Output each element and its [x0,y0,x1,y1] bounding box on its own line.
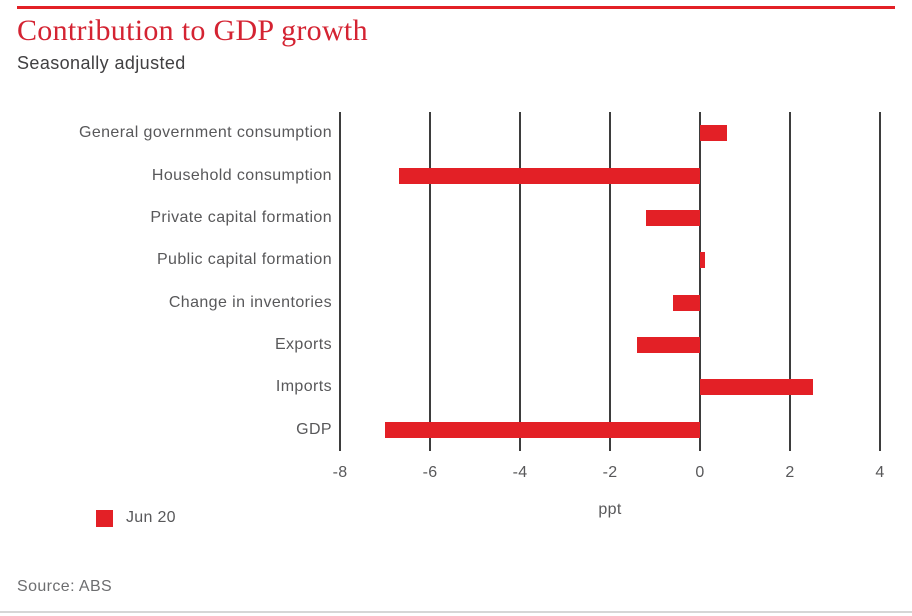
gridline-2 [789,112,791,451]
bar-imports [700,379,813,396]
x-axis-tick--4: -4 [512,464,528,481]
x-axis-tick--2: -2 [602,464,618,481]
x-axis-tick--8: -8 [332,464,348,481]
category-label: Public capital formation [156,251,332,269]
bar-public-capital-formation [700,252,705,269]
category-label: Imports [275,378,332,396]
bar-change-in-inventories [673,294,700,311]
bar-gdp [385,421,700,438]
category-label: Change in inventories [168,293,332,311]
chart-title: Contribution to GDP growth [17,14,368,47]
x-axis-tick-2: 2 [785,464,795,481]
bar-private-capital-formation [646,209,700,226]
legend-color-swatch [96,509,113,527]
x-axis-tick-4: 4 [875,464,885,481]
bar-exports [637,337,700,354]
category-label: Private capital formation [150,208,332,226]
category-label: Household consumption [151,166,332,184]
bar-household-consumption [398,167,700,184]
top-accent-rule [17,6,895,9]
gridline--6 [429,112,431,451]
category-label: General government consumption [78,124,332,142]
gridline-0 [699,112,701,451]
source-note: Source: ABS [17,578,113,595]
chart-subtitle: Seasonally adjusted [17,53,186,73]
gridline--2 [609,112,611,451]
legend-series-label: Jun 20 [126,509,176,526]
x-axis-tick-0: 0 [695,464,705,481]
category-label: GDP [296,420,332,438]
bottom-divider-rule [0,611,912,613]
x-axis-tick--6: -6 [422,464,438,481]
gridline-4 [879,112,881,451]
bar-general-government-consumption [700,125,727,142]
x-axis-title: ppt [598,501,622,518]
chart-legend: Jun 20 [96,509,176,527]
category-label: Exports [274,336,332,354]
gridline--4 [519,112,521,451]
gridline--8 [339,112,341,451]
